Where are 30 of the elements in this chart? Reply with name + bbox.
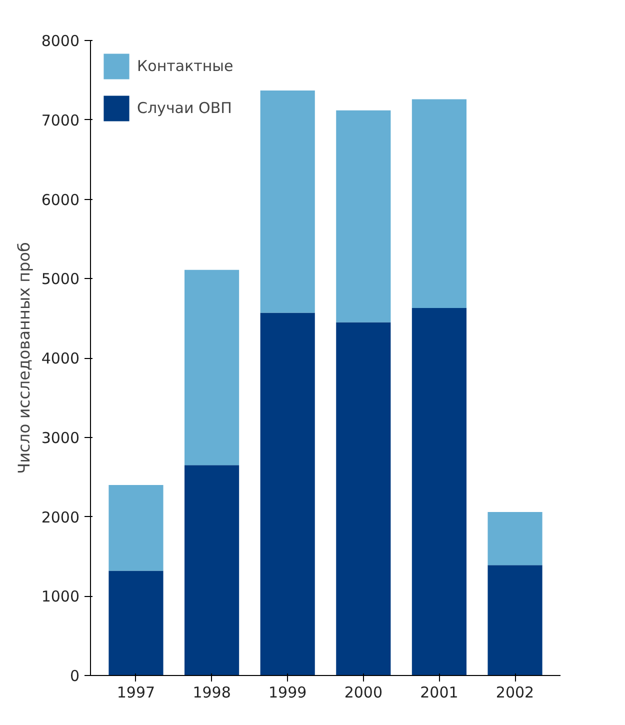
y-tick-label: 8000 bbox=[41, 32, 80, 50]
y-tick-label: 1000 bbox=[41, 588, 80, 606]
y-axis-title: Число исследованных проб bbox=[14, 242, 34, 474]
x-tick-label: 1998 bbox=[192, 684, 231, 702]
y-tick-label: 2000 bbox=[41, 508, 80, 526]
bar bbox=[336, 322, 391, 676]
y-tick-label: 6000 bbox=[41, 190, 80, 209]
y-tick-label: 5000 bbox=[41, 270, 80, 288]
bar bbox=[412, 308, 466, 676]
x-tick-label: 2001 bbox=[420, 684, 458, 702]
legend-label: Контактные bbox=[137, 57, 234, 75]
y-tick-label: 7000 bbox=[41, 111, 80, 130]
bar bbox=[488, 512, 542, 566]
bar bbox=[184, 270, 240, 466]
y-tick-label: 3000 bbox=[41, 428, 80, 447]
x-tick-label: 1997 bbox=[116, 684, 156, 702]
x-tick-label: 2002 bbox=[496, 684, 534, 702]
bar bbox=[336, 110, 391, 322]
bar bbox=[184, 465, 240, 676]
legend-label: Случаи ОВП bbox=[137, 99, 232, 117]
bar bbox=[260, 90, 315, 313]
bar bbox=[108, 570, 164, 676]
y-tick-label: 4000 bbox=[41, 350, 80, 368]
bar bbox=[108, 485, 164, 571]
x-tick-label: 2000 bbox=[344, 684, 383, 702]
y-tick-label: 0 bbox=[70, 667, 80, 685]
bar bbox=[412, 99, 466, 308]
x-tick-label: 1999 bbox=[268, 684, 307, 702]
bar bbox=[260, 312, 315, 676]
bar bbox=[488, 565, 542, 676]
